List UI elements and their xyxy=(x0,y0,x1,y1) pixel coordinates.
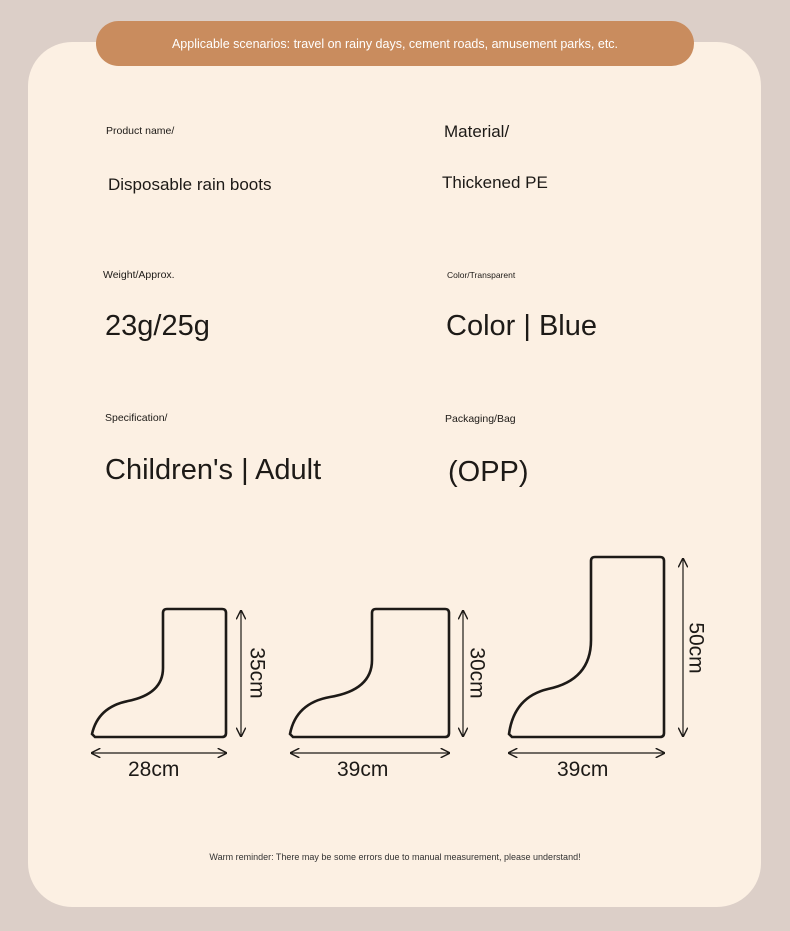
packaging-label: Packaging/Bag xyxy=(445,413,516,425)
width-tall: 39cm xyxy=(557,758,609,781)
scenario-banner: Applicable scenarios: travel on rainy da… xyxy=(96,21,694,66)
color-label: Color/Transparent xyxy=(447,270,516,280)
material-label: Material/ xyxy=(444,122,510,141)
spec-value: Children's | Adult xyxy=(105,454,322,486)
material-value: Thickened PE xyxy=(442,173,548,192)
product-name-value: Disposable rain boots xyxy=(108,175,272,194)
spec-label: Specification/ xyxy=(105,412,168,424)
weight-value: 23g/25g xyxy=(105,310,210,342)
height-medium: 30cm xyxy=(465,647,489,699)
height-tall: 50cm xyxy=(684,622,708,674)
weight-label: Weight/Approx. xyxy=(103,269,175,281)
product-name-label: Product name/ xyxy=(106,125,175,137)
warm-reminder: Warm reminder: There may be some errors … xyxy=(209,852,581,862)
color-value: Color | Blue xyxy=(446,310,597,342)
boot-outline-tall xyxy=(507,555,666,739)
width-small: 28cm xyxy=(128,758,180,781)
boot-outline-medium xyxy=(288,607,451,739)
info-card xyxy=(28,42,761,907)
banner-text: Applicable scenarios: travel on rainy da… xyxy=(171,36,619,51)
height-small: 35cm xyxy=(245,647,269,699)
width-medium: 39cm xyxy=(337,758,389,781)
packaging-value: (OPP) xyxy=(448,456,529,488)
boot-outline-small xyxy=(90,607,228,739)
